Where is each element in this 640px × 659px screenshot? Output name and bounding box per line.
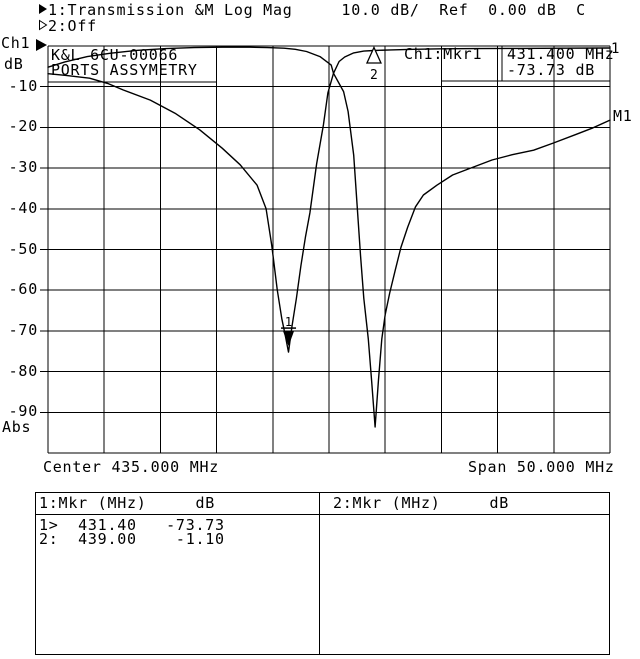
channel-label: Ch1 (1, 34, 31, 52)
y-axis-unit-label: dB (4, 55, 24, 73)
y-axis-bottom-label: Abs (2, 418, 32, 436)
marker-readout-level: -73.73 dB (507, 61, 596, 79)
marker-table-col2-header: 2:Mkr (MHz) dB (333, 494, 510, 512)
marker-table-column-divider (319, 493, 320, 654)
ref-level-indicator-icon (36, 39, 47, 51)
y-axis-tick-label: -80 (8, 361, 38, 380)
trace-number-indicator: 1 (611, 41, 621, 57)
active-channel-marker-icon (39, 3, 48, 18)
x-axis-center-label: Center 435.000 MHz (43, 458, 220, 476)
marker1-symbol-icon (283, 331, 295, 347)
y-axis-tick-label: -90 (8, 402, 38, 421)
marker1-symbol-number: 1 (285, 315, 292, 329)
device-title-line-2: PORTS ASSYMETRY (51, 61, 198, 79)
marker-table-col1-rows: 1> 431.40 -73.73 2: 439.00 -1.10 (36, 493, 319, 654)
header-line-2: 2:Off (39, 19, 97, 34)
marker-readout-frequency: 431.400 MHz (507, 45, 615, 63)
memory-trace (47, 46, 611, 428)
marker-table-row: 2: 439.00 -1.10 (39, 530, 225, 548)
y-axis-tick-label: -30 (8, 158, 38, 177)
inactive-channel-marker-icon (39, 19, 48, 34)
marker-table-row: 1> 431.40 -73.73 (39, 516, 225, 534)
device-title-line-1: K&L 6CU-00066 (51, 46, 179, 64)
header-line-2-text: 2:Off (48, 17, 97, 35)
data-trace (47, 47, 611, 353)
marker-table-header-divider (36, 514, 609, 515)
y-axis-tick-label: -50 (8, 239, 38, 258)
marker2-symbol-icon (365, 45, 382, 64)
marker-table-col1-header: 1:Mkr (MHz) dB (39, 494, 216, 512)
header-line-1: 1:Transmission &M Log Mag 10.0 dB/ Ref 0… (39, 3, 586, 18)
y-axis-tick-label: -60 (8, 280, 38, 299)
marker2-symbol-number: 2 (370, 68, 378, 83)
x-axis-span-label: Span 50.000 MHz (468, 458, 615, 476)
marker-readout-label: Ch1:Mkr1 (404, 45, 483, 63)
memory-trace-label: M1 (613, 107, 633, 125)
y-axis-tick-label: -20 (8, 117, 38, 136)
y-axis-tick-label: -10 (8, 76, 38, 95)
y-axis-tick-label: -70 (8, 320, 38, 339)
marker-table-col2-rows (320, 493, 609, 654)
y-axis-tick-label: -40 (8, 198, 38, 217)
marker-table: 1:Mkr (MHz) dB 2:Mkr (MHz) dB 1> 431.40 … (35, 492, 610, 655)
header-line-1-text: 1:Transmission &M Log Mag 10.0 dB/ Ref 0… (48, 1, 586, 19)
